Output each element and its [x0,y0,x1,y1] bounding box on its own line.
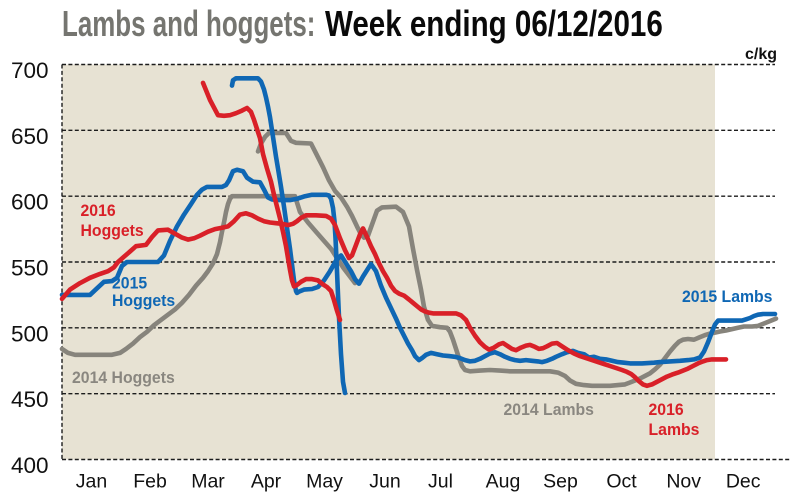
svg-text:Jul: Jul [428,471,453,493]
svg-text:650: 650 [11,124,49,149]
svg-text:Nov: Nov [666,471,701,493]
svg-text:Dec: Dec [726,471,761,493]
svg-text:400: 400 [11,453,49,478]
svg-text:Lambs: Lambs [649,421,700,440]
svg-text:Jan: Jan [76,471,107,493]
svg-text:Lambs and hoggets:: Lambs and hoggets: [62,4,315,44]
svg-text:Oct: Oct [606,471,637,493]
svg-text:2016: 2016 [649,401,684,420]
svg-text:Week ending 06/12/2016: Week ending 06/12/2016 [325,3,663,43]
svg-text:2016: 2016 [81,202,116,221]
svg-text:2014 Hoggets: 2014 Hoggets [72,369,175,388]
svg-text:Mar: Mar [191,471,225,493]
svg-text:2014 Lambs: 2014 Lambs [504,401,594,420]
svg-text:500: 500 [11,321,49,346]
svg-text:2015: 2015 [112,274,147,293]
svg-text:May: May [306,471,343,493]
svg-text:2015 Lambs: 2015 Lambs [682,288,772,307]
svg-text:Jun: Jun [369,471,400,493]
svg-text:Apr: Apr [251,471,282,493]
svg-text:Hoggets: Hoggets [112,292,175,311]
svg-text:550: 550 [11,256,49,281]
svg-text:Feb: Feb [133,471,167,493]
svg-text:c/kg: c/kg [745,46,777,63]
svg-text:Hoggets: Hoggets [81,222,144,241]
svg-text:600: 600 [11,190,49,215]
svg-text:450: 450 [11,387,49,412]
svg-text:Sep: Sep [543,471,578,493]
svg-text:Aug: Aug [486,471,521,493]
svg-text:700: 700 [11,58,49,83]
